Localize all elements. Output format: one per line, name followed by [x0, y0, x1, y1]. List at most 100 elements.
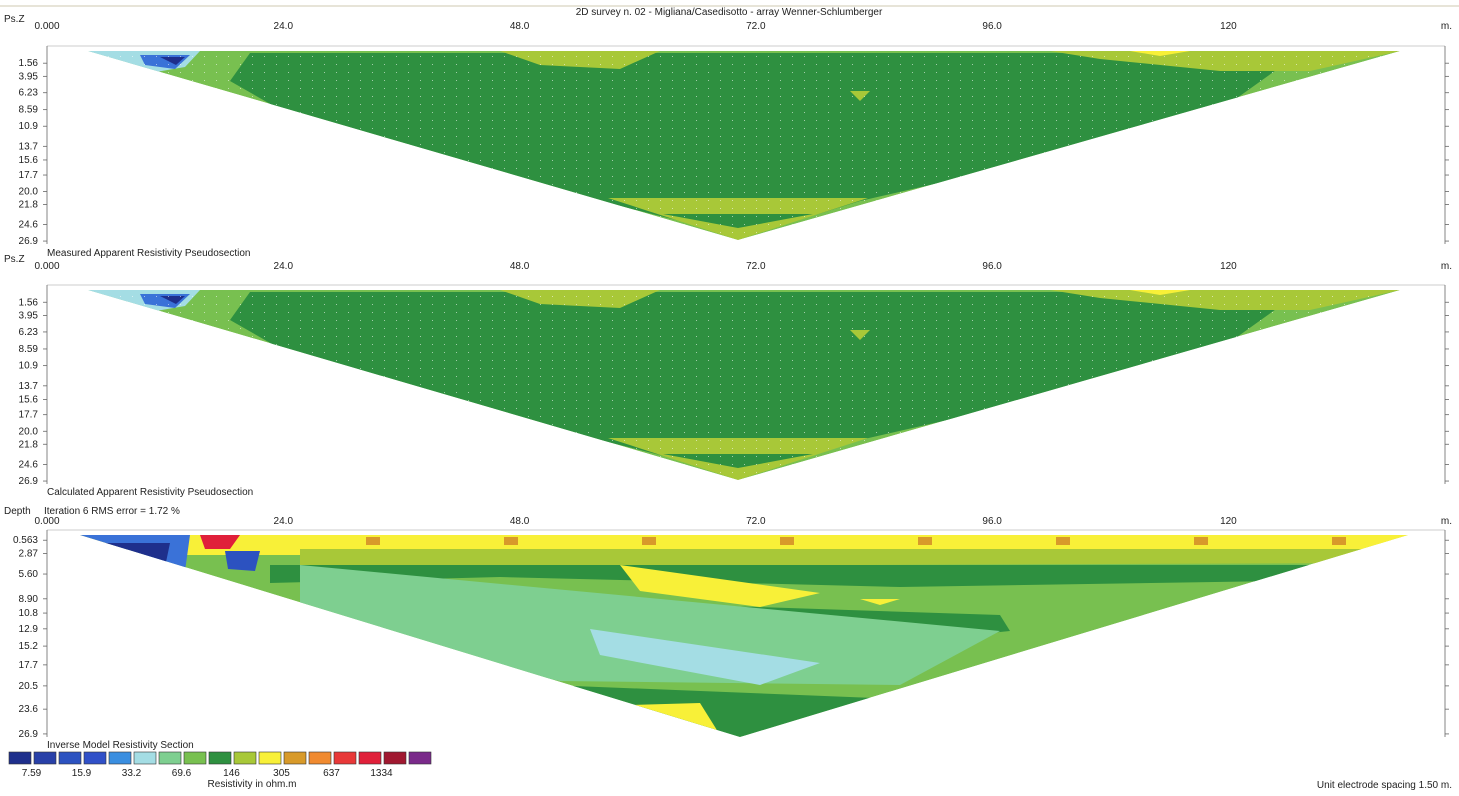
- datapoint-grid: [88, 51, 1400, 240]
- x-tick-label: 0.000: [34, 261, 59, 272]
- zone-top-spot: [734, 537, 748, 545]
- x-tick-label: 0.000: [34, 516, 59, 527]
- y-tick-label: 5.60: [19, 569, 39, 580]
- zone-top-spot: [366, 537, 380, 545]
- legend-swatch: [33, 751, 57, 765]
- y-tick-label: 26.9: [19, 236, 39, 247]
- y-tick-label: 6.23: [19, 327, 39, 338]
- zone-top-spot: [1102, 537, 1116, 545]
- y-tick-label: 15.6: [19, 155, 39, 166]
- zone-top-spot: [1010, 537, 1024, 545]
- zone-top-spot: [688, 537, 702, 545]
- y-tick-label: 17.7: [19, 660, 39, 671]
- legend-swatch: [308, 751, 332, 765]
- section-caption: Calculated Apparent Resistivity Pseudose…: [47, 487, 253, 498]
- x-tick-label: 72.0: [746, 261, 766, 272]
- legend-value: 637: [323, 768, 340, 779]
- x-tick-label: 0.000: [34, 21, 59, 32]
- y-tick-label: 3.95: [19, 310, 39, 321]
- zone-top-spot: [1240, 537, 1254, 545]
- y-tick-label: 1.56: [19, 297, 39, 308]
- y-tick-label: 13.7: [19, 381, 39, 392]
- zone-orange-bottom: [590, 717, 680, 737]
- y-axis-label: Ps.Z: [4, 254, 25, 265]
- zone-top-spot: [1378, 537, 1392, 545]
- x-tick-label: 120: [1220, 261, 1237, 272]
- zone-cyan-lens: [590, 629, 820, 685]
- zone-red-top: [200, 535, 240, 549]
- zone-top-spot: [826, 537, 840, 545]
- zone-top-spot: [596, 537, 610, 545]
- zone-red-left: [215, 599, 275, 621]
- x-tick-label: 72.0: [746, 21, 766, 32]
- zone-darkblue: [100, 543, 170, 569]
- x-tick-label: 24.0: [274, 261, 294, 272]
- legend-value: 69.6: [172, 768, 192, 779]
- legend-swatch: [258, 751, 282, 765]
- zone-blue-small: [225, 551, 260, 571]
- y-tick-label: 17.7: [19, 410, 39, 421]
- y-tick-label: 10.9: [19, 361, 39, 372]
- zone-dark-layer1: [270, 565, 1400, 587]
- y-tick-label: 20.5: [19, 681, 39, 692]
- section-fill: [88, 290, 1400, 480]
- legend-swatch: [233, 751, 257, 765]
- legend-value: 305: [273, 768, 290, 779]
- y-tick-label: 20.0: [19, 187, 39, 198]
- y-tick-label: 15.2: [19, 641, 39, 652]
- inverse-model: Depth Iteration 6 RMS error = 1.72 %0.000…: [4, 506, 1452, 751]
- iteration-note: Iteration 6 RMS error = 1.72 %: [44, 506, 180, 517]
- legend-swatch: [83, 751, 107, 765]
- x-tick-label: 24.0: [274, 516, 294, 527]
- legend-swatch: [158, 751, 182, 765]
- zone-top-spot: [1332, 537, 1346, 545]
- section-fill: [80, 535, 1408, 737]
- x-tick-label: 96.0: [982, 21, 1002, 32]
- zone-yellowgreen-top: [300, 549, 1400, 567]
- legend-swatch: [133, 751, 157, 765]
- legend-swatch: [58, 751, 82, 765]
- y-tick-label: 17.7: [19, 170, 39, 181]
- legend-swatch: [408, 751, 432, 765]
- zone-blue: [80, 535, 190, 575]
- legend-swatch: [333, 751, 357, 765]
- x-tick-label: 48.0: [510, 261, 530, 272]
- y-tick-label: 24.6: [19, 459, 39, 470]
- y-axis-label: Ps.Z: [4, 14, 25, 25]
- y-tick-label: 8.90: [19, 594, 39, 605]
- y-tick-label: 10.9: [19, 121, 39, 132]
- x-tick-label: 96.0: [982, 516, 1002, 527]
- zone-top-spot: [780, 537, 794, 545]
- section-caption: Measured Apparent Resistivity Pseudosect…: [47, 248, 250, 259]
- legend-value: 33.2: [122, 768, 142, 779]
- y-tick-label: 24.6: [19, 220, 39, 231]
- zone-top-spot: [504, 537, 518, 545]
- panels: Ps.Z 0.000 24.0 48.0 72.0 96.0 120 m. 1.56 3.95 6.…: [4, 14, 1452, 751]
- y-tick-label: 3.95: [19, 71, 39, 82]
- zone-top-spot: [1194, 537, 1208, 545]
- legend-swatch: [383, 751, 407, 765]
- figure-title: 2D survey n. 02 - Migliana/Casedisotto -…: [576, 7, 883, 18]
- y-tick-label: 10.8: [19, 608, 39, 619]
- zone-red-bottom: [610, 727, 660, 737]
- legend-swatch: [8, 751, 32, 765]
- x-tick-label: 48.0: [510, 21, 530, 32]
- legend-value: 7.59: [22, 768, 42, 779]
- y-tick-label: 21.8: [19, 199, 39, 210]
- legend-swatch: [208, 751, 232, 765]
- x-unit-label: m.: [1441, 21, 1452, 32]
- y-tick-label: 15.6: [19, 395, 39, 406]
- legend-value: 1334: [370, 768, 393, 779]
- x-tick-label: 72.0: [746, 516, 766, 527]
- legend-swatch: [108, 751, 132, 765]
- legend-swatch: [283, 751, 307, 765]
- x-tick-label: 96.0: [982, 261, 1002, 272]
- zone-yellow-lens: [620, 565, 820, 607]
- zone-top-spot: [550, 537, 564, 545]
- section-fill: [88, 51, 1400, 240]
- zone-top-spot: [1056, 537, 1070, 545]
- zone-top-spot: [642, 537, 656, 545]
- zone-top-spot: [1148, 537, 1162, 545]
- zone-top-spot: [918, 537, 932, 545]
